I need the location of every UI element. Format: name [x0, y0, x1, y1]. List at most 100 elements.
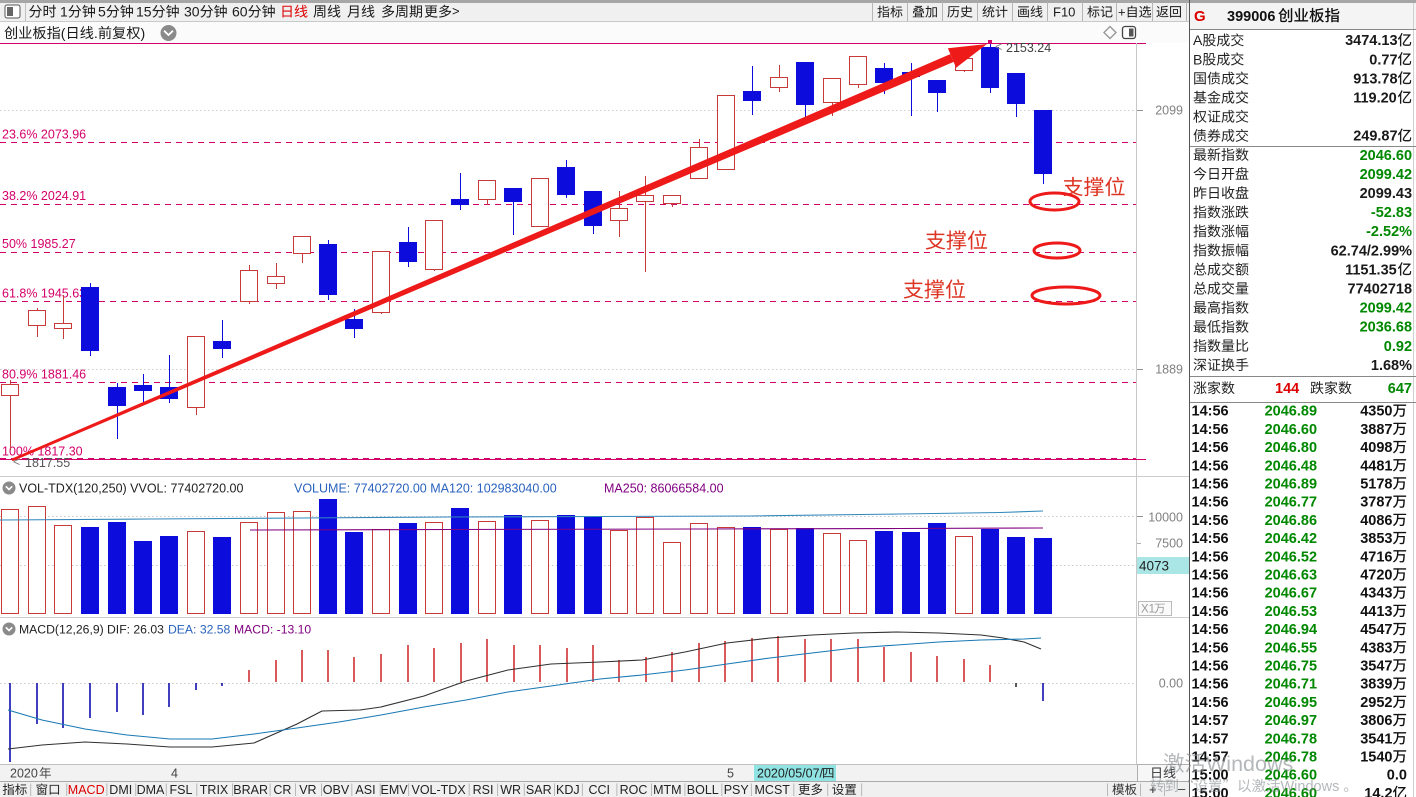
svg-text:2046.89: 2046.89 — [1265, 477, 1317, 493]
svg-text:2099.42: 2099.42 — [1360, 167, 1412, 183]
svg-text:14:56: 14:56 — [1192, 440, 1229, 456]
svg-text:2046.53: 2046.53 — [1265, 604, 1317, 620]
svg-text:14:56: 14:56 — [1192, 640, 1229, 656]
svg-text:Windows: Windows — [1281, 779, 1340, 795]
svg-text:EMV: EMV — [381, 783, 409, 797]
svg-text:VR: VR — [299, 783, 316, 797]
svg-text:3853: 3853 — [1360, 531, 1392, 547]
svg-text:2046.71: 2046.71 — [1265, 677, 1317, 693]
svg-text:2046.75: 2046.75 — [1265, 659, 1317, 675]
svg-text:14:56: 14:56 — [1192, 549, 1229, 565]
svg-text:MACD: MACD — [68, 783, 105, 797]
svg-text:4350: 4350 — [1360, 404, 1392, 420]
svg-text:0.0: 0.0 — [1387, 768, 1407, 784]
svg-text:MACD(12,26,9): MACD(12,26,9) — [19, 623, 104, 637]
svg-text:249.87: 249.87 — [1353, 129, 1397, 145]
svg-text:DMA: DMA — [137, 783, 165, 797]
svg-text:1151.35: 1151.35 — [1345, 262, 1397, 278]
svg-text:CCI: CCI — [589, 783, 611, 797]
svg-text:B: B — [1193, 51, 1202, 67]
svg-text:2020/05/07/: 2020/05/07/ — [757, 767, 824, 781]
svg-text:2046.60: 2046.60 — [1265, 786, 1317, 797]
svg-text:VOL-TDX(120,250) VVOL: 7740272: VOL-TDX(120,250) VVOL: 77402720.00 — [19, 482, 243, 496]
svg-text:-2.52%: -2.52% — [1366, 224, 1412, 240]
svg-text:OBV: OBV — [323, 783, 350, 797]
svg-text:2046.95: 2046.95 — [1265, 695, 1317, 711]
svg-text:G: G — [1194, 8, 1206, 25]
svg-text:5178: 5178 — [1360, 477, 1392, 493]
svg-text:2046.48: 2046.48 — [1265, 458, 1317, 474]
svg-text:4098: 4098 — [1360, 440, 1392, 456]
svg-text:7500: 7500 — [1155, 537, 1183, 551]
svg-text:5: 5 — [727, 767, 734, 781]
svg-text:38.2% 2024.91: 38.2% 2024.91 — [2, 189, 86, 203]
svg-text:VOL-TDX: VOL-TDX — [412, 783, 467, 797]
svg-text:14:56: 14:56 — [1192, 659, 1229, 675]
svg-text:119.20: 119.20 — [1353, 91, 1397, 107]
svg-text:SAR: SAR — [526, 783, 552, 797]
svg-text:VOLUME: 77402720.00 MA120: 102: VOLUME: 77402720.00 MA120: 102983040.00 — [294, 482, 557, 496]
svg-text:0.00: 0.00 — [1159, 677, 1183, 691]
svg-text:1: 1 — [60, 4, 68, 20]
svg-text:PSY: PSY — [724, 783, 750, 797]
svg-text:2046.78: 2046.78 — [1265, 750, 1317, 766]
svg-text:(: ( — [61, 26, 66, 42]
svg-text:4: 4 — [171, 767, 178, 781]
svg-text:2020: 2020 — [10, 767, 38, 781]
svg-text:0.77: 0.77 — [1369, 52, 1397, 68]
svg-text:2046.80: 2046.80 — [1265, 440, 1317, 456]
svg-text:14:56: 14:56 — [1192, 604, 1229, 620]
svg-text:14:57: 14:57 — [1192, 713, 1229, 729]
svg-text:-52.83: -52.83 — [1371, 205, 1412, 221]
svg-text:14.2: 14.2 — [1364, 786, 1392, 797]
svg-text:MACD: -13.10: MACD: -13.10 — [234, 623, 311, 637]
svg-text:399006: 399006 — [1227, 9, 1275, 25]
svg-text:+: + — [1149, 782, 1157, 797]
svg-text:647: 647 — [1388, 381, 1412, 397]
svg-text:2046.77: 2046.77 — [1265, 495, 1317, 511]
svg-text:WR: WR — [500, 783, 521, 797]
svg-text:>: > — [452, 4, 460, 19]
svg-text:3887: 3887 — [1360, 422, 1392, 438]
svg-text:3806: 3806 — [1360, 713, 1392, 729]
svg-text:3541: 3541 — [1360, 731, 1392, 747]
svg-text:<: < — [995, 40, 1002, 54]
svg-text:BRAR: BRAR — [233, 783, 268, 797]
svg-text:14:56: 14:56 — [1192, 458, 1229, 474]
svg-text:14:56: 14:56 — [1192, 531, 1229, 547]
svg-text:<: < — [13, 455, 20, 469]
svg-text:14:57: 14:57 — [1192, 750, 1229, 766]
svg-text:A: A — [1193, 32, 1203, 48]
svg-text:14:56: 14:56 — [1192, 695, 1229, 711]
svg-text:2046.42: 2046.42 — [1265, 531, 1317, 547]
svg-text:60: 60 — [232, 4, 248, 20]
svg-text:14:56: 14:56 — [1192, 586, 1229, 602]
svg-text:2099: 2099 — [1155, 104, 1183, 118]
svg-text:DEA: 32.58: DEA: 32.58 — [168, 623, 231, 637]
svg-text:15: 15 — [136, 4, 152, 20]
svg-text:2046.78: 2046.78 — [1265, 731, 1317, 747]
svg-text:X1: X1 — [1141, 604, 1155, 616]
svg-text:14:56: 14:56 — [1192, 477, 1229, 493]
svg-text:14:57: 14:57 — [1192, 731, 1229, 747]
svg-text:14:56: 14:56 — [1192, 495, 1229, 511]
svg-text:2046.63: 2046.63 — [1265, 568, 1317, 584]
svg-text:14:56: 14:56 — [1192, 404, 1229, 420]
svg-text:61.8% 1945.63: 61.8% 1945.63 — [2, 287, 86, 301]
svg-text:913.78: 913.78 — [1353, 71, 1397, 87]
svg-text:Windows: Windows — [1206, 752, 1293, 776]
svg-text:KDJ: KDJ — [556, 783, 580, 797]
svg-text:3787: 3787 — [1360, 495, 1392, 511]
svg-text:RSI: RSI — [473, 783, 494, 797]
svg-text:4547: 4547 — [1360, 622, 1392, 638]
svg-text:2046.89: 2046.89 — [1265, 404, 1317, 420]
svg-text:4086: 4086 — [1360, 513, 1392, 529]
svg-text:30: 30 — [184, 4, 200, 20]
svg-text:4720: 4720 — [1360, 568, 1392, 584]
svg-text:77402718: 77402718 — [1348, 282, 1413, 298]
svg-text:): ) — [141, 26, 146, 42]
svg-text:–: – — [1178, 781, 1186, 796]
svg-text:2046.60: 2046.60 — [1265, 422, 1317, 438]
svg-text:TRIX: TRIX — [200, 783, 229, 797]
svg-text:F10: F10 — [1053, 5, 1075, 20]
